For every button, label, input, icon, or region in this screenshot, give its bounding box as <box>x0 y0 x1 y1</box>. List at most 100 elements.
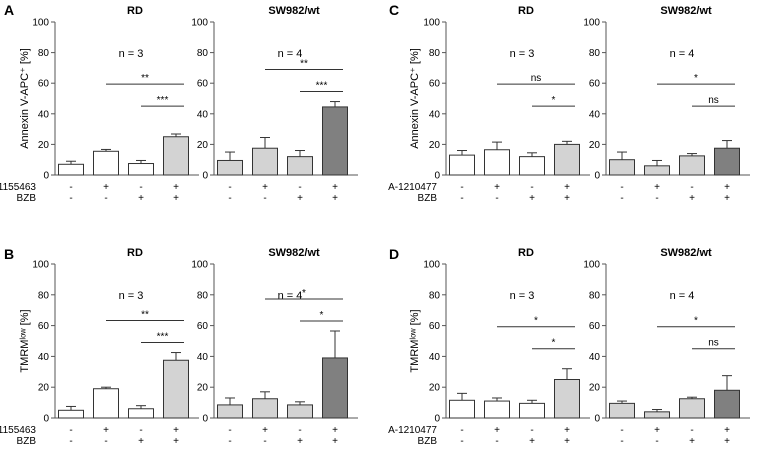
subplot-title: RD <box>127 5 143 17</box>
y-tick-label: 40 <box>589 352 601 363</box>
condition-sign: - <box>655 436 658 447</box>
condition-row-label: BZB <box>418 193 438 204</box>
y-tick-label: 20 <box>589 383 601 394</box>
condition-sign: - <box>530 425 533 436</box>
condition-sign: - <box>620 425 623 436</box>
condition-sign: - <box>460 182 463 193</box>
condition-sign: + <box>332 182 338 193</box>
condition-row-label: A-1155463 <box>0 425 36 436</box>
y-tick-label: 20 <box>38 383 50 394</box>
y-tick-label: 40 <box>197 109 209 120</box>
condition-sign: - <box>139 182 142 193</box>
condition-sign: + <box>724 193 730 204</box>
y-tick-label: 0 <box>43 414 49 425</box>
bar <box>128 163 154 176</box>
condition-sign: + <box>529 193 535 204</box>
condition-sign: - <box>495 193 498 204</box>
y-tick-label: 20 <box>429 140 441 151</box>
y-tick-label: 100 <box>32 260 49 271</box>
condition-sign: + <box>332 436 338 447</box>
condition-sign: + <box>689 193 695 204</box>
condition-sign: + <box>724 436 730 447</box>
bar <box>252 147 278 176</box>
n-label: n = 3 <box>119 48 144 60</box>
n-label: n = 4 <box>670 48 695 60</box>
y-tick-label: 40 <box>197 352 209 363</box>
panel-letter: B <box>4 246 14 262</box>
bar <box>519 402 545 419</box>
y-tick-label: 100 <box>423 260 440 271</box>
y-tick-label: 20 <box>197 383 209 394</box>
condition-sign: - <box>460 425 463 436</box>
y-tick-label: 60 <box>197 79 209 90</box>
bar <box>252 398 278 419</box>
y-tick-label: 0 <box>43 171 49 182</box>
bar <box>217 159 243 176</box>
y-tick-label: 80 <box>197 48 209 59</box>
y-tick-label: 60 <box>38 79 50 90</box>
condition-sign: + <box>297 193 303 204</box>
y-tick-label: 80 <box>429 48 441 59</box>
bar <box>484 149 510 176</box>
condition-sign: - <box>620 436 623 447</box>
subplot-title: SW982/wt <box>660 5 712 17</box>
condition-sign: + <box>529 436 535 447</box>
bar <box>679 155 705 176</box>
significance-label: *** <box>316 81 328 92</box>
condition-sign: - <box>104 193 107 204</box>
condition-sign: - <box>69 436 72 447</box>
y-tick-label: 60 <box>38 321 50 332</box>
condition-sign: + <box>138 436 144 447</box>
bar <box>163 359 189 419</box>
condition-sign: + <box>654 425 660 436</box>
y-tick-label: 20 <box>589 140 601 151</box>
significance-label: * <box>694 73 698 84</box>
y-tick-label: 100 <box>32 18 49 29</box>
bar <box>644 165 670 176</box>
condition-sign: + <box>689 436 695 447</box>
y-tick-label: 60 <box>589 321 601 332</box>
condition-sign: + <box>564 425 570 436</box>
y-tick-label: 80 <box>589 48 601 59</box>
condition-sign: + <box>173 425 179 436</box>
condition-sign: - <box>655 193 658 204</box>
condition-sign: - <box>228 193 231 204</box>
condition-sign: - <box>228 182 231 193</box>
condition-sign: - <box>69 193 72 204</box>
condition-sign: + <box>173 193 179 204</box>
panel-letter: D <box>389 246 399 262</box>
condition-sign: + <box>262 182 268 193</box>
condition-sign: - <box>620 193 623 204</box>
significance-label: ns <box>708 338 719 349</box>
y-tick-label: 100 <box>423 18 440 29</box>
condition-row-label: A-1210477 <box>388 182 437 193</box>
condition-sign: - <box>530 182 533 193</box>
condition-sign: + <box>564 436 570 447</box>
subplot-title: SW982/wt <box>660 247 712 259</box>
y-tick-label: 40 <box>589 109 601 120</box>
y-tick-label: 20 <box>429 383 441 394</box>
y-tick-label: 0 <box>202 171 208 182</box>
condition-sign: - <box>690 182 693 193</box>
y-tick-label: 60 <box>429 321 441 332</box>
bar <box>609 159 635 176</box>
y-tick-label: 0 <box>434 414 440 425</box>
condition-sign: + <box>103 425 109 436</box>
significance-label: * <box>694 316 698 327</box>
significance-label: * <box>534 316 538 327</box>
y-tick-label: 100 <box>583 260 600 271</box>
condition-sign: - <box>104 436 107 447</box>
significance-label: ** <box>141 310 149 321</box>
n-label: n = 4 <box>670 290 695 302</box>
bar <box>679 398 705 419</box>
y-tick-label: 40 <box>38 109 50 120</box>
condition-sign: + <box>262 425 268 436</box>
n-label: n = 3 <box>119 290 144 302</box>
condition-sign: + <box>138 193 144 204</box>
condition-sign: + <box>724 182 730 193</box>
